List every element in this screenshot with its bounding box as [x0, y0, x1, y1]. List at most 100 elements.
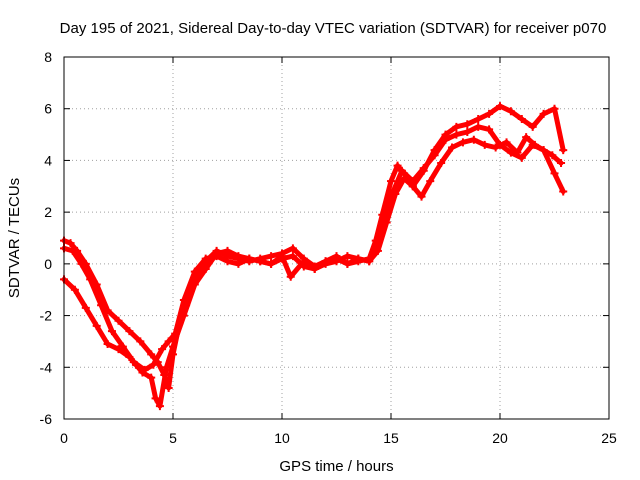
series-line [61, 103, 566, 391]
data-point [92, 321, 101, 330]
data-point [147, 350, 156, 359]
data-point [506, 107, 515, 116]
y-tick-label: 4 [44, 152, 52, 168]
data-point [288, 244, 297, 253]
data-point [179, 311, 188, 320]
chart-title: Day 195 of 2021, Sidereal Day-to-day VTE… [60, 20, 607, 37]
data-point [162, 363, 171, 372]
data-point [550, 104, 559, 113]
data-point [70, 285, 79, 294]
y-tick-label: -2 [40, 308, 53, 324]
data-point [223, 246, 232, 255]
data-point [419, 164, 428, 173]
data-point [485, 125, 494, 134]
grid [64, 57, 609, 419]
data-point [107, 327, 116, 336]
data-point [506, 148, 515, 157]
data-point [245, 254, 254, 263]
data-point [463, 120, 472, 129]
data-point [267, 259, 276, 268]
data-point [68, 246, 77, 255]
data-point [212, 249, 221, 258]
data-point [201, 254, 210, 263]
data-point [474, 122, 483, 131]
data-point [557, 159, 566, 168]
data-point [278, 252, 286, 261]
data-point [310, 265, 319, 274]
plot-frame [63, 56, 610, 420]
x-tick-label: 25 [601, 430, 617, 446]
data-point [393, 161, 402, 170]
data-point [234, 252, 243, 261]
data-point [437, 159, 446, 168]
data-point [441, 135, 450, 144]
data-point [463, 127, 472, 136]
data-point [256, 257, 265, 266]
x-tick-label: 0 [60, 430, 68, 446]
data-point [528, 140, 537, 149]
y-tick-label: -4 [40, 359, 53, 375]
data-point [164, 337, 173, 346]
data-point [164, 383, 173, 392]
data-point [496, 102, 504, 111]
data-point [343, 252, 352, 261]
y-tick-label: 6 [44, 101, 52, 117]
data-series [60, 102, 568, 411]
data-point [147, 373, 156, 382]
data-point [502, 138, 511, 147]
data-point [321, 257, 330, 266]
data-point [550, 169, 559, 178]
data-point [528, 122, 537, 131]
x-tick-label: 20 [492, 430, 508, 446]
data-point [234, 259, 243, 268]
data-point [155, 402, 164, 411]
data-point [158, 345, 167, 354]
data-point [97, 301, 106, 310]
data-point [458, 138, 467, 147]
data-point [332, 252, 341, 261]
data-point [201, 265, 210, 274]
data-point [169, 342, 177, 351]
data-point [138, 368, 147, 377]
data-point [387, 192, 395, 201]
data-point [267, 252, 276, 261]
data-point [136, 337, 145, 346]
y-tick-label: 8 [44, 49, 52, 65]
data-point [491, 143, 500, 152]
data-point [452, 130, 461, 139]
data-point [548, 151, 557, 160]
data-point [179, 296, 188, 305]
y-tick-label: 2 [44, 204, 52, 220]
data-point [485, 109, 494, 118]
data-point [66, 239, 75, 248]
x-axis-label: GPS time / hours [279, 458, 393, 475]
x-tick-label: 5 [169, 430, 177, 446]
data-point [559, 187, 568, 196]
data-point [288, 252, 297, 261]
data-point [408, 177, 417, 186]
data-point [539, 109, 548, 118]
y-axis-label: SDTVAR / TECUs [6, 178, 23, 298]
data-point [397, 166, 406, 175]
data-point [114, 345, 123, 354]
data-point [86, 275, 95, 284]
data-point [343, 259, 352, 268]
data-point [452, 122, 461, 131]
series-line [61, 134, 564, 373]
x-tick-label: 10 [274, 430, 290, 446]
data-point [354, 254, 363, 263]
data-point [426, 177, 435, 186]
data-point [103, 340, 112, 349]
data-point [376, 228, 385, 237]
data-point [151, 394, 160, 403]
data-point [190, 267, 199, 276]
data-point [81, 303, 90, 312]
data-point [480, 140, 489, 149]
data-point [190, 280, 199, 289]
data-point [430, 151, 439, 160]
data-point [474, 115, 483, 124]
data-point [448, 143, 457, 152]
data-point [149, 360, 158, 369]
axis-ticks: 0 5 10 15 20 25 -6 -4 -2 0 2 4 6 8 [40, 49, 617, 446]
